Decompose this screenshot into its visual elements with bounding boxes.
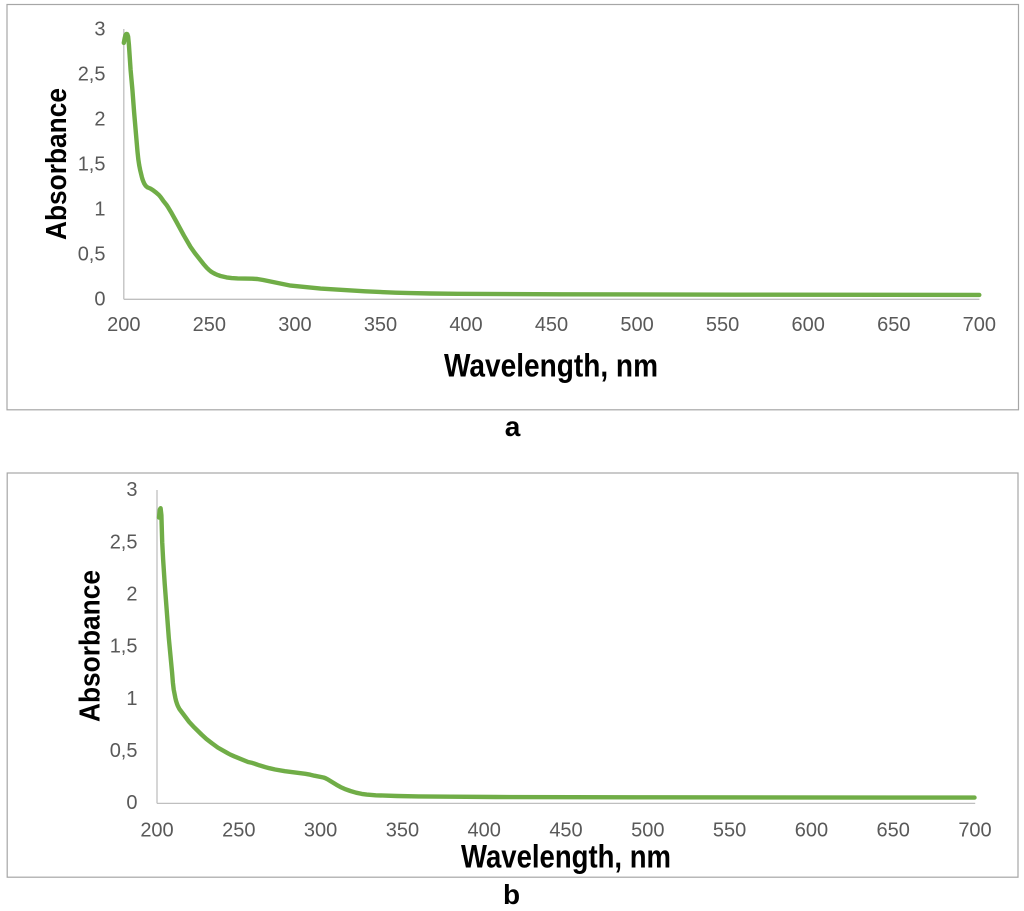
svg-text:0: 0 [126,792,137,814]
svg-text:2: 2 [126,584,137,606]
svg-text:400: 400 [468,819,501,841]
svg-text:2,5: 2,5 [78,63,106,85]
svg-text:650: 650 [877,819,910,841]
svg-text:0,5: 0,5 [78,243,106,265]
svg-text:b: b [503,879,520,910]
svg-text:350: 350 [364,314,397,336]
svg-text:300: 300 [278,314,311,336]
svg-text:450: 450 [535,314,568,336]
svg-text:650: 650 [877,314,910,336]
svg-text:550: 550 [706,314,739,336]
svg-text:1,5: 1,5 [78,153,106,175]
svg-text:Wavelength, nm: Wavelength, nm [461,838,671,874]
svg-text:0,5: 0,5 [110,740,138,762]
svg-text:Absorbance: Absorbance [75,570,107,722]
svg-text:Absorbance: Absorbance [41,88,73,240]
svg-text:350: 350 [386,819,419,841]
svg-text:200: 200 [107,314,140,336]
svg-text:400: 400 [449,314,482,336]
svg-text:300: 300 [304,819,337,841]
svg-text:500: 500 [631,819,664,841]
svg-text:2,5: 2,5 [110,531,138,553]
svg-text:Wavelength, nm: Wavelength, nm [444,348,658,384]
svg-text:550: 550 [713,819,746,841]
svg-text:200: 200 [140,819,173,841]
svg-text:0: 0 [94,288,105,310]
svg-text:1: 1 [126,688,137,710]
svg-text:700: 700 [963,314,996,336]
svg-text:3: 3 [94,18,105,40]
svg-text:2: 2 [94,108,105,130]
svg-text:700: 700 [958,819,991,841]
svg-text:600: 600 [795,819,828,841]
svg-text:3: 3 [126,479,137,501]
svg-text:a: a [505,411,521,442]
svg-text:500: 500 [620,314,653,336]
svg-text:450: 450 [549,819,582,841]
svg-text:1: 1 [94,198,105,220]
svg-text:250: 250 [193,314,226,336]
svg-text:600: 600 [792,314,825,336]
svg-text:250: 250 [222,819,255,841]
svg-text:1,5: 1,5 [110,636,138,658]
